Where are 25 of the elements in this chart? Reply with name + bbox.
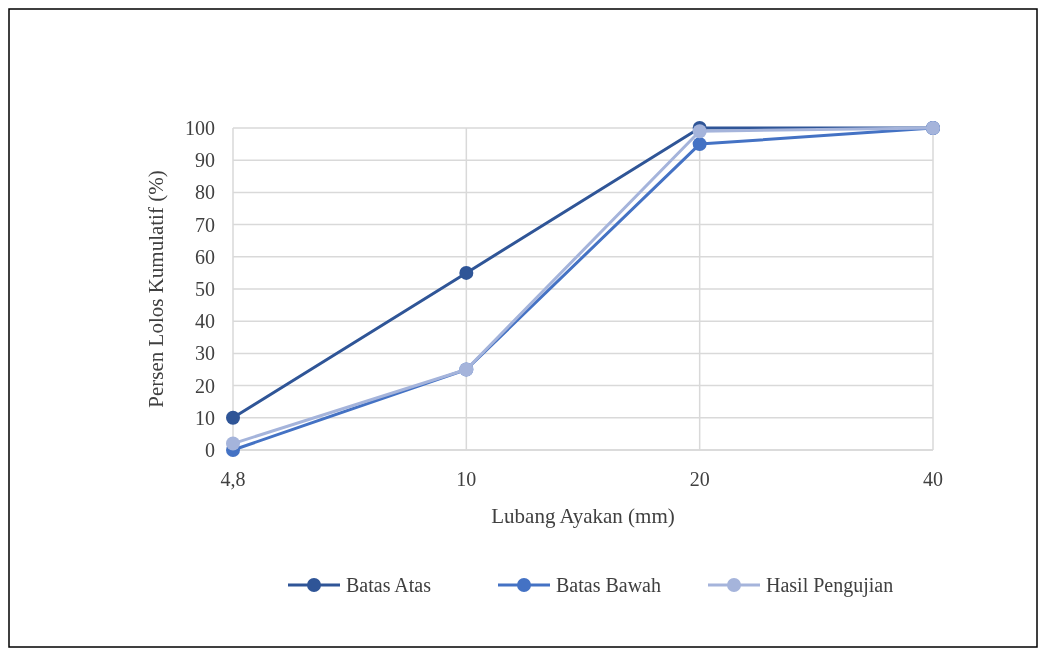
y-tick-label: 90 [195,149,215,172]
x-axis-title: Lubang Ayakan (mm) [491,504,675,528]
y-tick-label: 80 [195,181,215,204]
y-tick-label: 20 [195,374,215,397]
x-tick-label: 40 [923,468,943,490]
point [692,137,707,152]
y-tick-label: 60 [195,245,215,268]
point [692,124,707,139]
y-tick-label: 70 [195,213,215,236]
y-tick-label: 50 [195,278,215,300]
y-tick-label: 30 [195,342,215,365]
legend-label: Batas Bawah [556,574,661,596]
y-tick-label: 40 [195,310,215,333]
y-axis-title: Persen Lolos Kumulatif (%) [144,170,168,408]
point [226,410,240,425]
point [226,436,240,451]
x-tick-label: 10 [456,468,477,490]
legend-label: Hasil Pengujian [766,574,894,597]
legend-label: Batas Atas [346,574,432,596]
x-tick-label: 4,8 [220,468,246,490]
point [459,265,474,280]
y-tick-label: 0 [205,439,215,461]
x-tick-label: 20 [689,468,710,490]
y-tick-label: 10 [195,406,215,429]
y-tick-label: 100 [185,117,215,139]
